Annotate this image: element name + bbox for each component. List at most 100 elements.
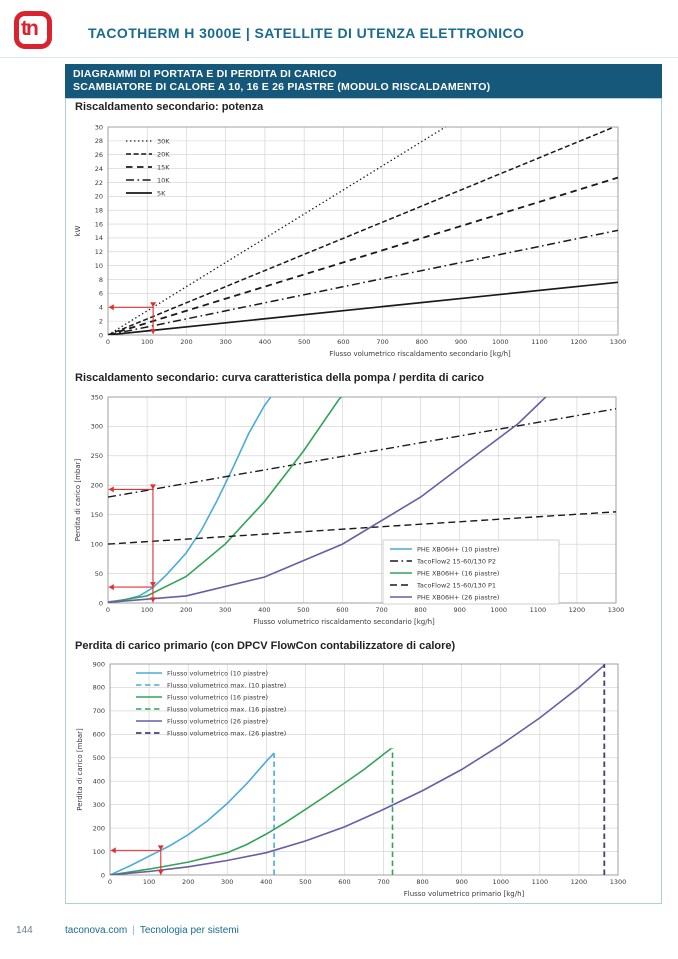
svg-text:26: 26 [95,151,103,159]
svg-text:600: 600 [337,338,349,346]
svg-text:Flusso volumetrico (26 piastre: Flusso volumetrico (26 piastre) [167,717,268,725]
svg-text:900: 900 [93,660,105,668]
svg-text:0: 0 [106,606,110,614]
svg-text:200: 200 [180,338,192,346]
page-number: 144 [16,925,33,936]
svg-text:900: 900 [453,606,465,614]
svg-text:300: 300 [93,801,105,809]
svg-text:300: 300 [219,338,231,346]
svg-text:22: 22 [95,179,103,187]
series-phe-xb06h-16-piastre- [108,397,343,603]
svg-text:500: 500 [299,878,311,886]
taconova-logo: tn [14,11,52,49]
svg-text:800: 800 [416,338,428,346]
banner-line2: SCAMBIATORE DI CALORE A 10, 16 E 26 PIAS… [73,81,491,93]
footer-text: taconova.com | Tecnologia per sistemi [65,925,239,936]
svg-text:20: 20 [95,193,103,201]
series-phe-xb06h-10-piastre- [108,397,272,603]
svg-text:600: 600 [338,878,350,886]
svg-text:30K: 30K [157,137,170,145]
svg-text:100: 100 [141,606,153,614]
header-divider [0,57,678,58]
svg-text:300: 300 [91,423,103,431]
svg-text:100: 100 [91,540,103,548]
svg-text:500: 500 [93,754,105,762]
svg-text:800: 800 [416,878,428,886]
svg-text:20K: 20K [157,150,170,158]
svg-text:900: 900 [455,878,467,886]
svg-text:Flusso volumetrico riscaldamen: Flusso volumetrico riscaldamento seconda… [329,350,511,358]
svg-text:1000: 1000 [492,878,509,886]
svg-text:5K: 5K [157,189,166,197]
svg-text:14: 14 [95,234,103,242]
svg-text:300: 300 [221,878,233,886]
svg-text:Perdita di carico [mbar]: Perdita di carico [mbar] [74,458,82,541]
svg-text:Flusso volumetrico primario [k: Flusso volumetrico primario [kg/h] [404,890,525,898]
chart-secondary-power: 0 100 200 300 400 500 600 700 800 900 1000 1100 1200… [74,123,627,358]
svg-text:900: 900 [455,338,467,346]
svg-text:Flusso volumetrico max. (10 pi: Flusso volumetrico max. (10 piastre) [167,681,286,689]
svg-text:PHE XB06H+ (10 piastre): PHE XB06H+ (10 piastre) [417,545,499,553]
svg-text:100: 100 [93,848,105,856]
banner-line1: DIAGRAMMI DI PORTATA E DI PERDITA DI CAR… [73,68,337,80]
svg-text:1200: 1200 [570,338,587,346]
svg-text:350: 350 [91,393,103,401]
series-flusso-volumetrico-10-piastre- [110,752,275,875]
svg-text:Perdita di carico [mbar]: Perdita di carico [mbar] [76,728,84,811]
svg-text:700: 700 [377,878,389,886]
taconova-logo-text: tn [21,17,39,40]
svg-text:28: 28 [95,137,103,145]
svg-text:16: 16 [95,220,103,228]
svg-text:15K: 15K [157,163,170,171]
svg-text:10: 10 [95,262,103,270]
section-banner: DIAGRAMMI DI PORTATA E DI PERDITA DI CAR… [65,64,662,98]
svg-text:600: 600 [93,731,105,739]
svg-text:250: 250 [91,452,103,460]
svg-text:50: 50 [95,570,103,578]
svg-text:300: 300 [219,606,231,614]
svg-text:1200: 1200 [569,606,586,614]
series-5k [108,281,618,335]
svg-text:0: 0 [99,331,103,339]
series-phe-xb06h-26-piastre- [108,397,547,603]
series-15k [108,176,618,335]
series-flusso-volumetrico-26-piastre- [110,664,605,875]
svg-text:700: 700 [375,606,387,614]
svg-text:Flusso volumetrico (16 piastre: Flusso volumetrico (16 piastre) [167,693,268,701]
svg-text:12: 12 [95,248,103,256]
svg-text:10K: 10K [157,176,170,184]
svg-text:TacoFlow2 15-60/130 P2: TacoFlow2 15-60/130 P2 [416,557,496,565]
svg-text:1300: 1300 [610,338,627,346]
svg-text:4: 4 [99,304,103,312]
chart-pump-curve-pressure-loss: 0 100 200 300 400 500 600 700 800 900 1000 1100 1200… [74,393,625,626]
svg-text:1000: 1000 [490,606,507,614]
svg-text:PHE XB06H+ (16 piastre): PHE XB06H+ (16 piastre) [417,569,499,577]
svg-text:24: 24 [95,165,103,173]
series-tacoflow2-15-60-130-p1 [108,511,616,545]
svg-text:1300: 1300 [608,606,625,614]
svg-text:6: 6 [99,290,103,298]
svg-text:700: 700 [376,338,388,346]
svg-text:200: 200 [91,482,103,490]
svg-text:800: 800 [414,606,426,614]
footer-site: taconova.com [65,925,128,936]
svg-text:1100: 1100 [530,606,547,614]
series-10k [108,229,618,335]
svg-text:Flusso volumetrico max. (26 pi: Flusso volumetrico max. (26 piastre) [167,729,286,737]
svg-text:400: 400 [258,606,270,614]
svg-text:kW: kW [74,225,82,236]
svg-text:1000: 1000 [492,338,509,346]
svg-text:400: 400 [260,878,272,886]
footer-separator: | [132,925,135,936]
svg-text:0: 0 [99,599,103,607]
chart-primary-pressure-loss: 0 100 200 300 400 500 600 700 800 900 1000 1100 1200… [76,660,626,898]
svg-text:0: 0 [106,338,110,346]
svg-text:2: 2 [99,317,103,325]
svg-text:200: 200 [93,824,105,832]
svg-text:Flusso volumetrico max. (16 pi: Flusso volumetrico max. (16 piastre) [167,705,286,713]
series-20k [108,127,615,335]
svg-text:200: 200 [180,606,192,614]
svg-text:500: 500 [298,338,310,346]
footer-tagline: Tecnologia per sistemi [139,925,239,936]
svg-text:1100: 1100 [531,338,548,346]
